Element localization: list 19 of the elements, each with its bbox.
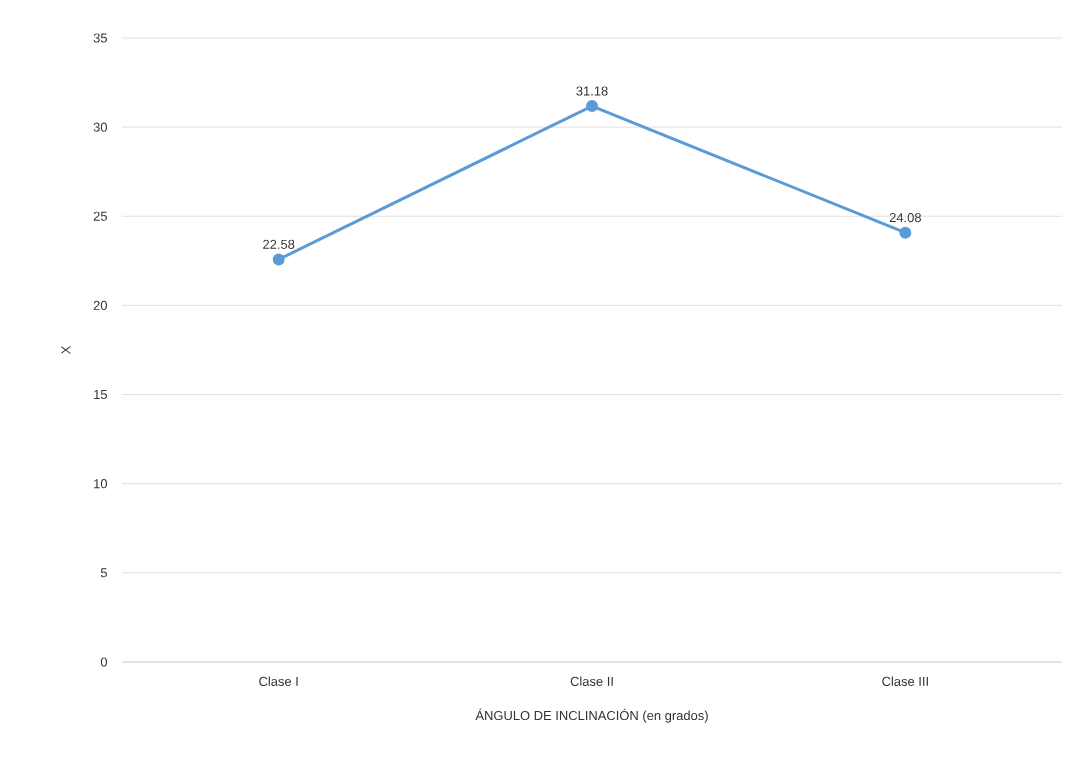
x-axis-title: ÁNGULO DE INCLINACIÓN (en grados) bbox=[475, 708, 708, 723]
point bbox=[586, 100, 598, 113]
point bbox=[899, 226, 912, 239]
y-tick-label: 15 bbox=[94, 390, 107, 400]
point bbox=[272, 253, 285, 266]
x-tick-label: Clase I bbox=[259, 676, 298, 686]
y-tick-label: 5 bbox=[100, 568, 107, 578]
y-tick-label: 30 bbox=[93, 122, 108, 132]
x-tick-label: Clase III bbox=[882, 676, 928, 686]
y-axis-title: X bbox=[61, 345, 71, 355]
y-tick-label: 0 bbox=[100, 657, 108, 667]
y-tick-label: 35 bbox=[93, 33, 107, 43]
data-label: 31.18 bbox=[576, 86, 608, 96]
y-tick-label: 10 bbox=[94, 479, 108, 489]
data-label: 22.58 bbox=[263, 239, 295, 249]
y-tick-label: 25 bbox=[93, 211, 107, 221]
x-tick-label: Clase II bbox=[570, 676, 613, 686]
data-label: 24.08 bbox=[889, 213, 921, 223]
y-tick-label: 20 bbox=[93, 300, 108, 310]
